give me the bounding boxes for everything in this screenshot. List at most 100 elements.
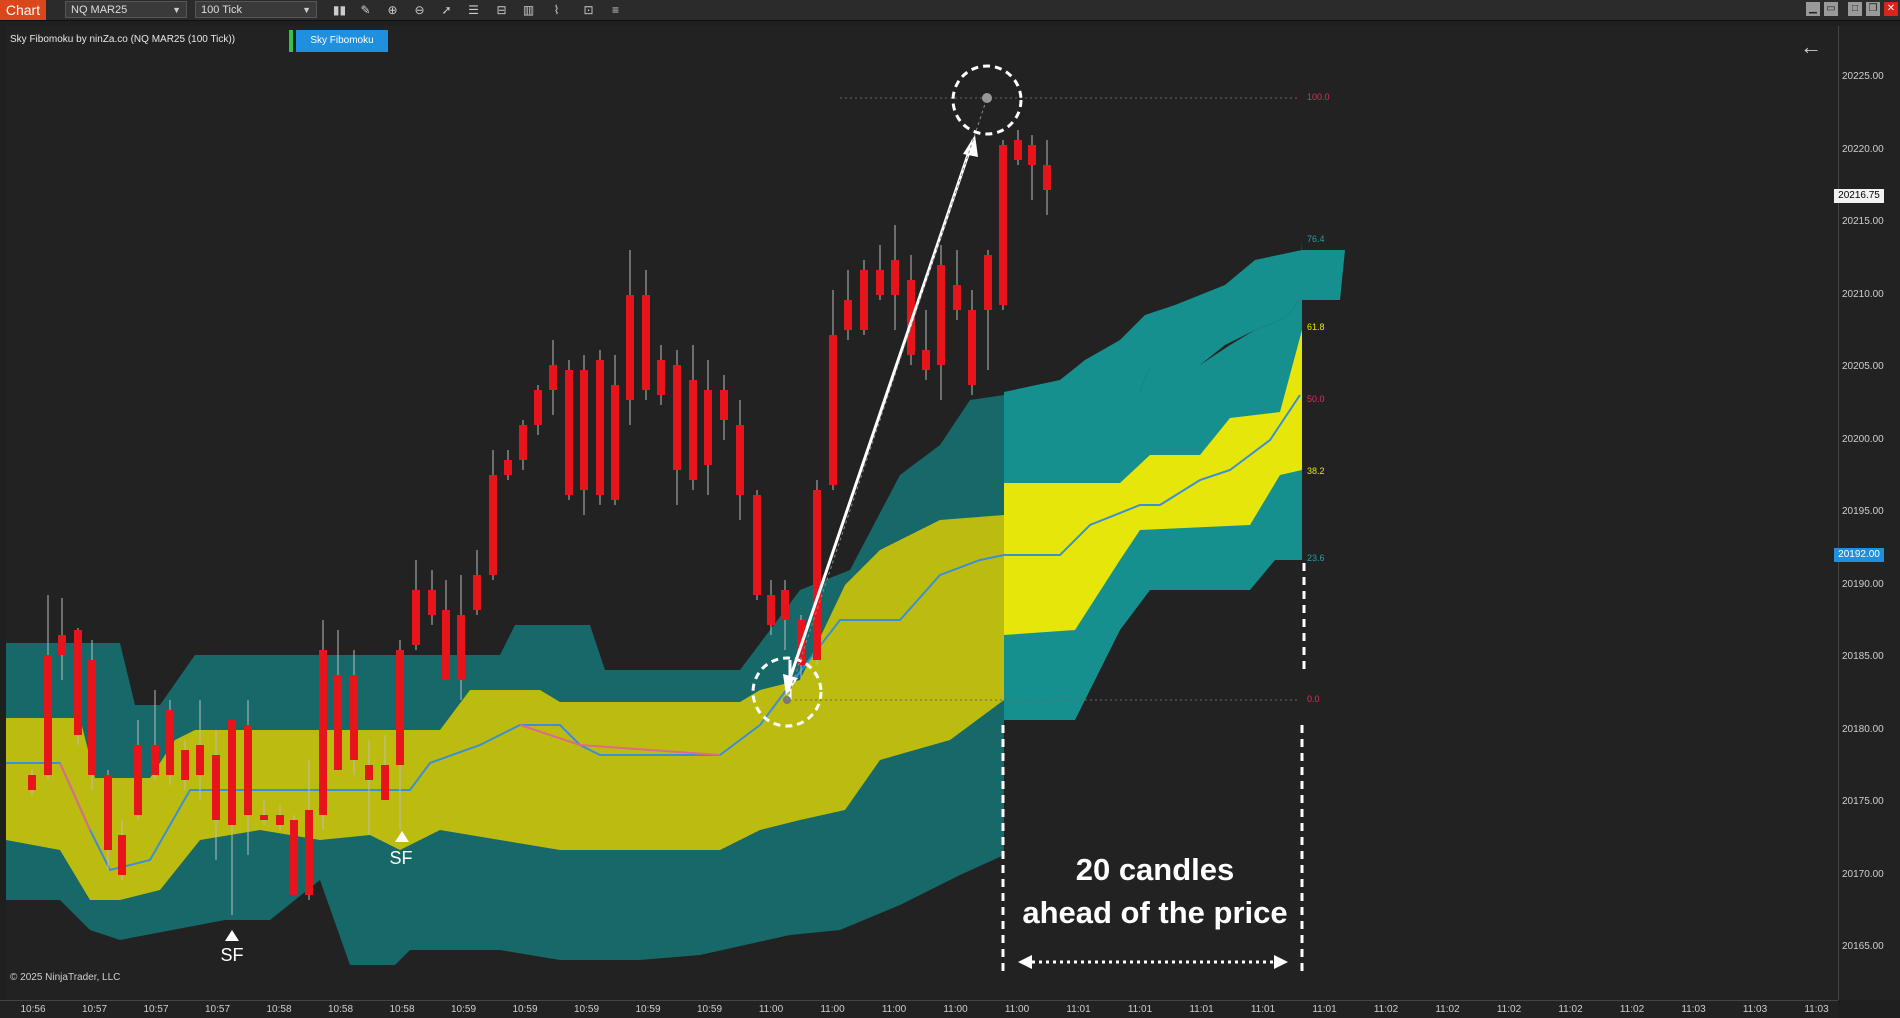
bear-candle [88, 660, 96, 775]
sf-signal-label: SF [220, 945, 244, 965]
time-tick-label: 10:59 [573, 1004, 600, 1015]
bear-candle [151, 745, 159, 775]
templates-icon[interactable]: ⊟ [496, 3, 507, 17]
bear-candle [999, 145, 1007, 305]
price-tick-label: 20180.00 [1842, 724, 1884, 735]
bear-candle [781, 590, 789, 620]
bear-candle [813, 490, 821, 660]
bear-candle [736, 425, 744, 495]
draw-pencil-icon[interactable]: ✎ [360, 3, 371, 17]
time-tick-label: 11:03 [1681, 1004, 1706, 1015]
bear-candle [534, 390, 542, 425]
zoom-in-icon[interactable]: ⊕ [387, 3, 398, 17]
bear-candle [442, 610, 450, 680]
instrument-select[interactable]: NQ MAR25 ▼ [65, 1, 187, 18]
data-box-icon[interactable]: ⊡ [583, 3, 594, 17]
time-tick-label: 11:02 [1373, 1004, 1399, 1015]
bear-candle [74, 630, 82, 735]
price-tick-label: 20185.00 [1842, 651, 1884, 662]
future-yellow-band [1004, 330, 1302, 635]
annotation-text: 20 candles ahead of the price [1000, 848, 1310, 934]
time-tick-label: 11:01 [1066, 1004, 1091, 1015]
time-tick-label: 11:00 [1004, 1004, 1030, 1015]
bear-candle [334, 675, 342, 770]
sf-triangle-icon [395, 831, 409, 842]
back-arrow-icon[interactable]: ← [1800, 34, 1822, 59]
bear-candle [580, 370, 588, 490]
future-teal-top [1004, 250, 1345, 392]
interval-select[interactable]: 100 Tick ▼ [195, 1, 317, 18]
indicators-icon[interactable]: ▥ [522, 3, 535, 17]
time-tick-label: 10:58 [389, 1004, 415, 1015]
bear-candle [118, 835, 126, 875]
bar-type-icon[interactable]: ▮▮ [332, 3, 347, 17]
menu-list-icon[interactable]: ≡ [611, 3, 619, 17]
indicator-toggle[interactable] [289, 30, 293, 52]
price-tick-label: 20210.00 [1842, 289, 1884, 300]
time-tick-label: 10:59 [450, 1004, 477, 1015]
close-icon[interactable]: ✕ [1884, 2, 1898, 16]
bear-candle [549, 365, 557, 390]
bear-candle [1043, 165, 1051, 190]
price-tick-label: 20175.00 [1842, 796, 1884, 807]
pointer-icon[interactable]: ➚ [441, 3, 452, 17]
bear-candle [181, 750, 189, 780]
bear-candle [290, 820, 298, 895]
bear-candle [28, 775, 36, 790]
time-tick-label: 11:02 [1619, 1004, 1645, 1015]
zoom-out-icon[interactable]: ⊖ [414, 3, 425, 17]
bear-candle [412, 590, 420, 645]
restore-icon[interactable]: ▭ [1824, 2, 1838, 16]
bear-candle [244, 725, 252, 815]
bear-candle [134, 745, 142, 815]
bear-candle [657, 360, 665, 395]
bear-candle [504, 460, 512, 475]
fib-level-label: 23.6 [1307, 553, 1325, 563]
bear-candle [673, 365, 681, 470]
interval-value: 100 Tick [201, 4, 242, 16]
bear-candle [276, 815, 284, 825]
indicator-button[interactable]: Sky Fibomoku [296, 30, 388, 52]
chart-tab[interactable]: Chart [0, 0, 46, 20]
bear-candle [611, 385, 619, 500]
chevron-down-icon: ▼ [302, 5, 311, 15]
minimize-icon[interactable]: ▁ [1806, 2, 1820, 16]
properties-icon[interactable]: ☰ [468, 3, 479, 17]
bear-candle [907, 280, 915, 355]
price-tick-label: 20200.00 [1842, 434, 1884, 445]
arrow-head-up-icon [963, 135, 978, 157]
time-tick-label: 11:00 [820, 1004, 845, 1015]
bear-candle [689, 380, 697, 480]
chevron-down-icon: ▼ [172, 5, 181, 15]
bear-candle [1028, 145, 1036, 165]
maximize-icon[interactable]: □ [1848, 2, 1862, 16]
time-tick-label: 11:00 [758, 1004, 784, 1015]
bear-candle [937, 265, 945, 365]
price-tick-label: 20170.00 [1842, 869, 1884, 880]
fib-level-label: 38.2 [1307, 466, 1325, 476]
bear-candle [1014, 140, 1022, 160]
price-tick-label: 20225.00 [1842, 71, 1884, 82]
bear-candle [350, 675, 358, 760]
window-restore-icon[interactable]: ❐ [1866, 2, 1880, 16]
annotation-line-2: ahead of the price [1022, 895, 1288, 930]
fib-level-label: 76.4 [1307, 234, 1325, 244]
bear-candle [626, 295, 634, 400]
sf-signal-label: SF [389, 848, 413, 868]
bear-candle [196, 745, 204, 775]
price-tick-label: 20195.00 [1842, 506, 1884, 517]
time-tick-label: 10:57 [81, 1004, 108, 1015]
price-axis[interactable] [1838, 26, 1900, 1000]
time-tick-label: 11:03 [1742, 1004, 1768, 1015]
time-tick-label: 11:01 [1189, 1004, 1214, 1015]
swing-high-circle [951, 64, 1023, 136]
time-tick-label: 10:59 [635, 1004, 661, 1015]
price-tick-label: 20165.00 [1842, 941, 1884, 952]
time-tick-label: 11:02 [1435, 1004, 1460, 1015]
strategies-icon[interactable]: ⌇ [553, 3, 560, 17]
time-axis[interactable] [0, 1000, 1838, 1018]
bear-candle [489, 475, 497, 575]
bear-candle [519, 425, 527, 460]
fib-level-label: 61.8 [1307, 322, 1325, 332]
